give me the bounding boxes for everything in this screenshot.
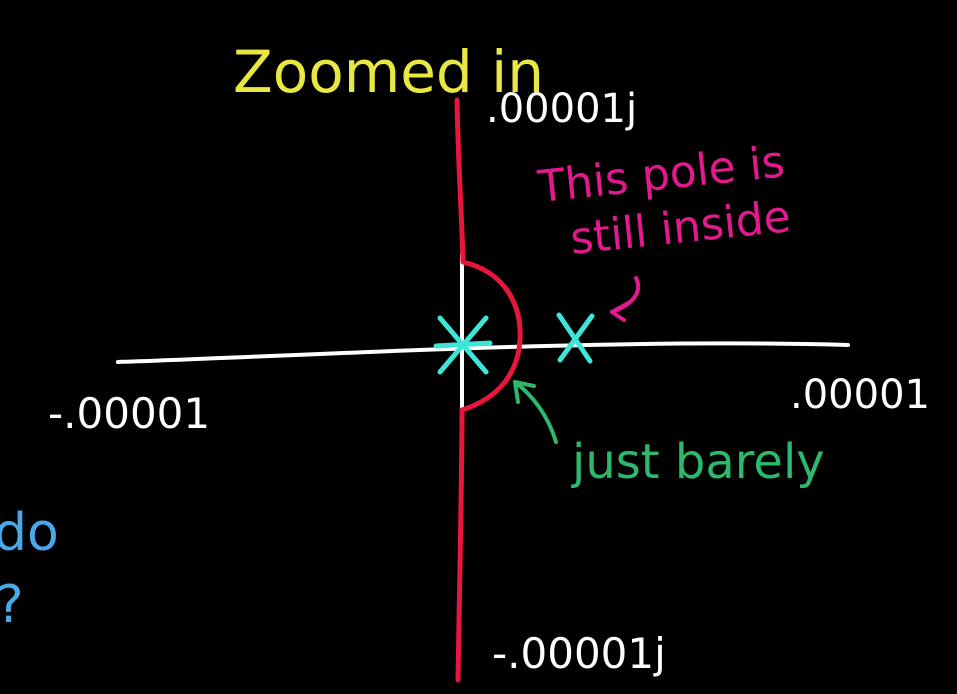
left-fragment-question: ?: [0, 575, 24, 635]
barely-note: just barely: [571, 434, 825, 490]
right-pole-marker: [556, 312, 595, 364]
real-min-label: -.00001: [48, 389, 210, 438]
imag-max-label: .00001j: [486, 86, 637, 132]
diagram-title: Zoomed in: [233, 38, 544, 106]
imag-min-label: -.00001j: [492, 629, 666, 678]
barely-note-arrow: [513, 380, 558, 444]
left-fragment-text: do: [0, 503, 59, 563]
pole-note-arrowhead: [610, 300, 632, 322]
origin-pole-marker: [433, 315, 493, 375]
nyquist-contour: [454, 97, 523, 683]
real-max-label: .00001: [790, 372, 930, 418]
barely-note-arrowhead: [513, 380, 536, 404]
